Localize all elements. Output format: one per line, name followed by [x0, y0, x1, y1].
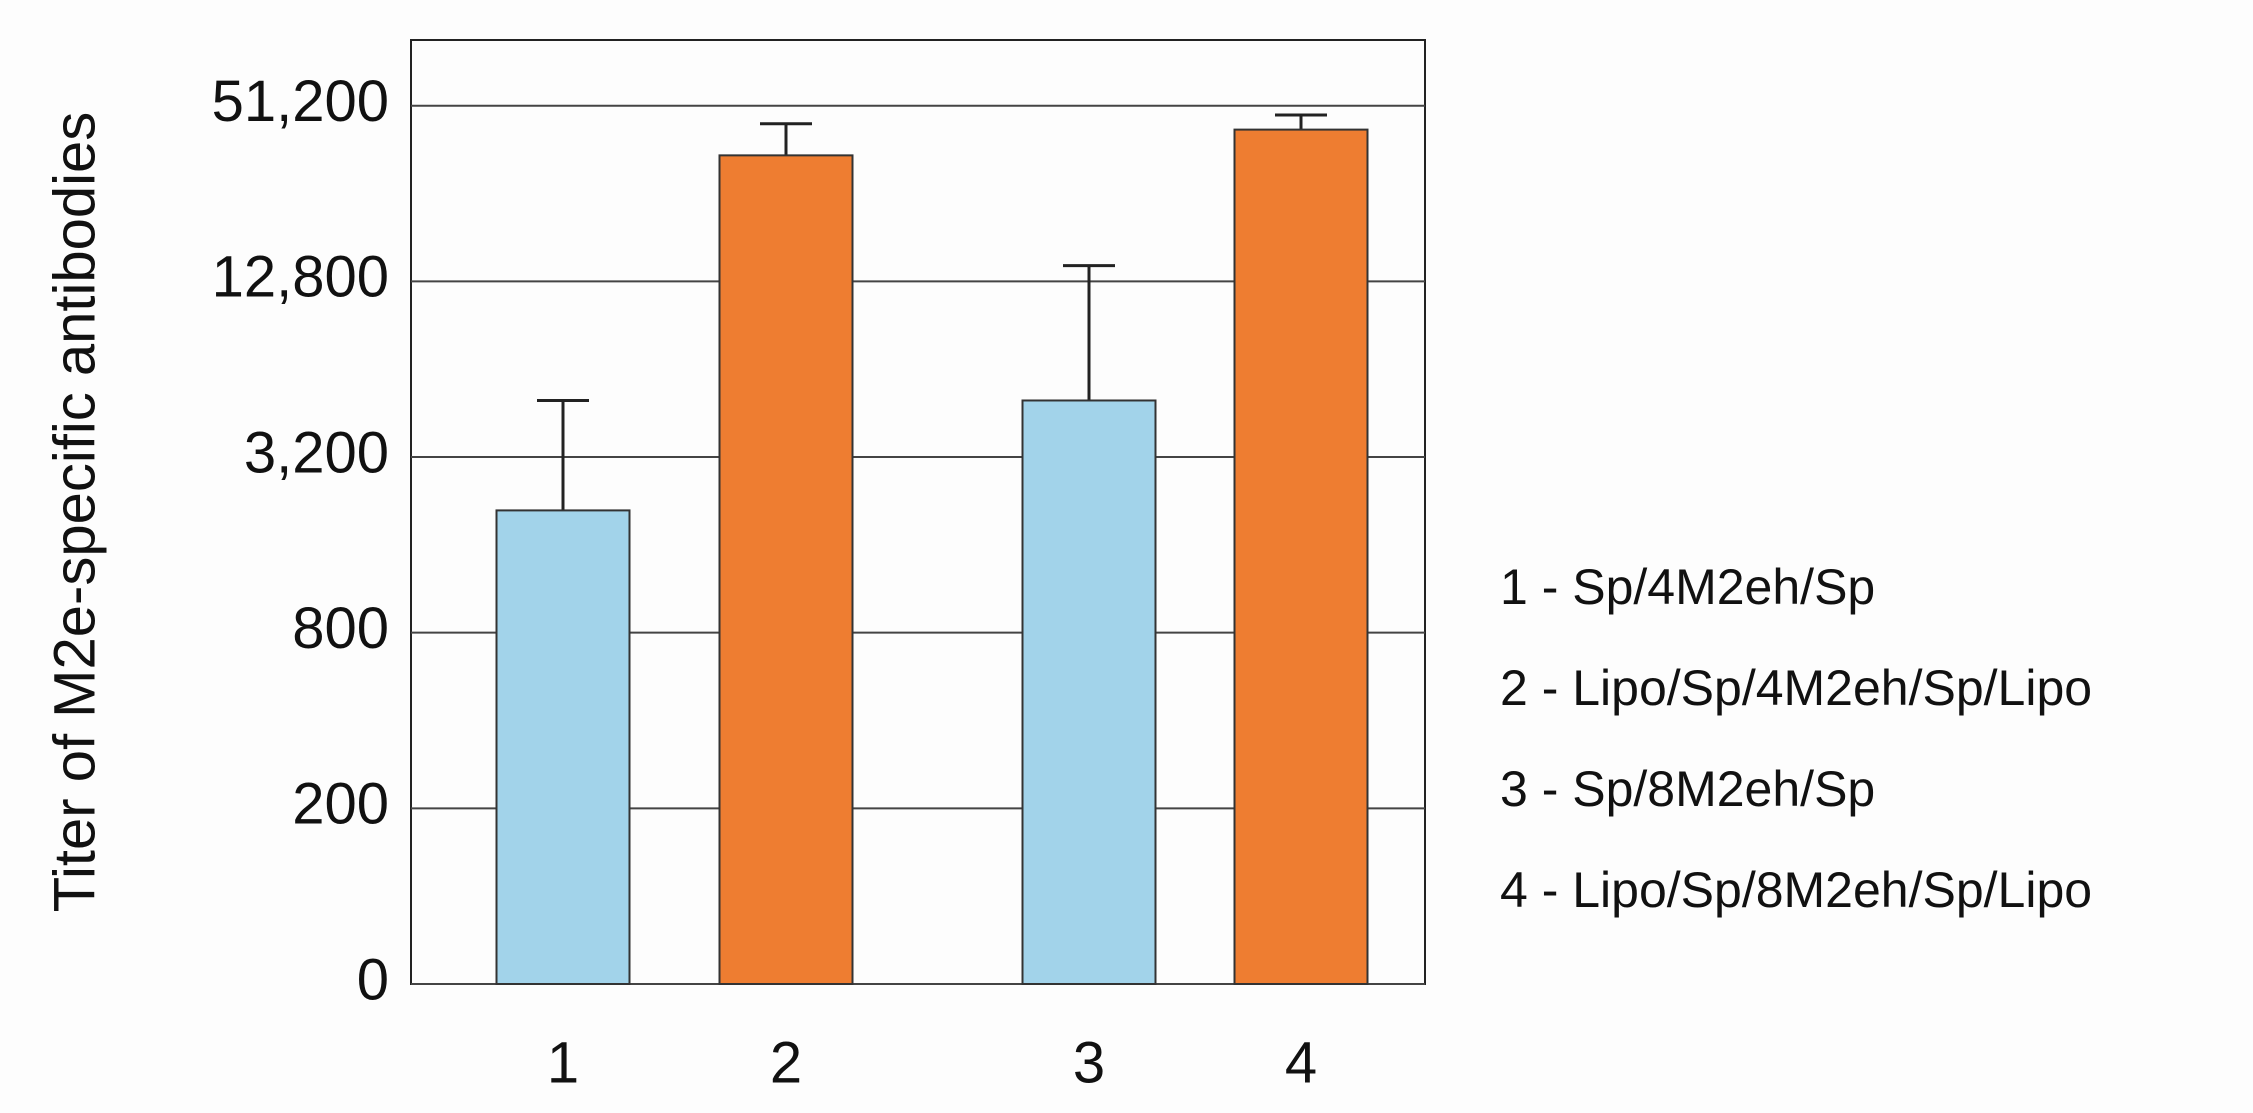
- bar: [495, 509, 631, 985]
- legend-text: 2 - Lipo/Sp/4M2eh/Sp/Lipo: [1500, 660, 2092, 716]
- x-tick-label: 4: [1285, 1030, 1317, 1095]
- y-tick-label: 12,800: [212, 245, 389, 310]
- bar: [1021, 399, 1157, 985]
- bar: [718, 154, 854, 985]
- legend-text: 4 - Lipo/Sp/8M2eh/Sp/Lipo: [1500, 862, 2092, 918]
- legend-text: 1 - Sp/4M2eh/Sp: [1500, 559, 1875, 615]
- y-axis-title: Titer of M2e-specific antibodies: [42, 112, 107, 913]
- bar: [1233, 128, 1369, 986]
- y-tick-label: 0: [357, 947, 389, 1012]
- x-tick-label: 2: [770, 1030, 802, 1095]
- y-tick-label: 200: [292, 772, 389, 837]
- y-tick-label: 51,200: [212, 69, 389, 134]
- x-tick-label: 1: [547, 1030, 579, 1095]
- y-tick-label: 800: [292, 596, 389, 661]
- y-tick-label: 3,200: [244, 420, 389, 485]
- legend-text: 3 - Sp/8M2eh/Sp: [1500, 761, 1875, 817]
- x-tick-label: 3: [1073, 1030, 1105, 1095]
